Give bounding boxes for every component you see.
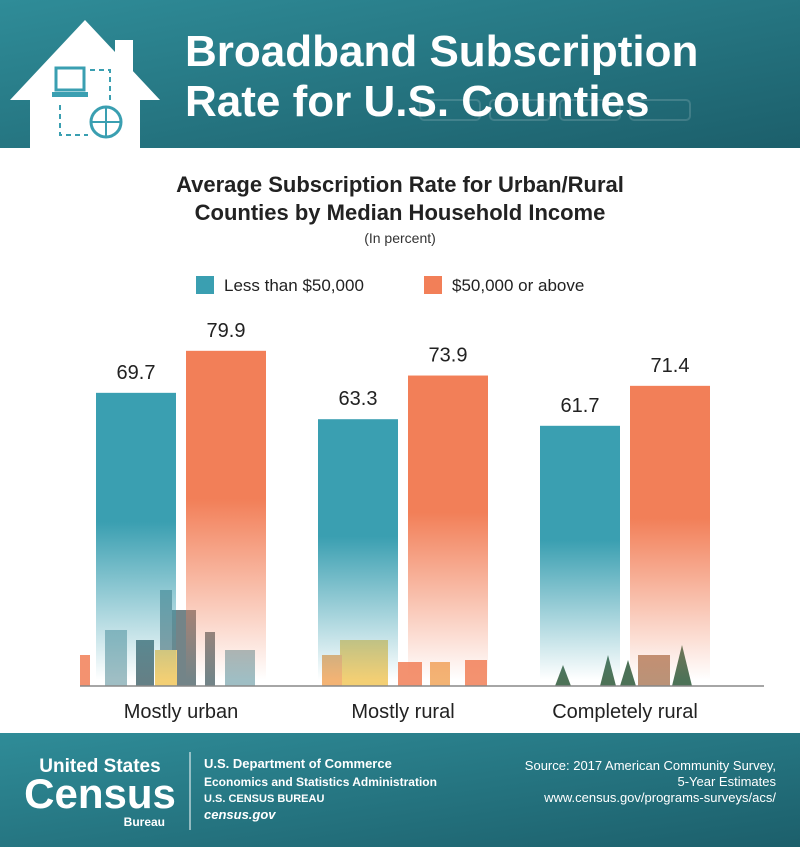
logo-main: Census	[24, 770, 176, 817]
chart-title: Average Subscription Rate for Urban/Rura…	[176, 172, 624, 197]
chart-subtitle: (In percent)	[364, 230, 436, 246]
value-label: 79.9	[207, 320, 246, 342]
logo-top: United States	[39, 756, 160, 777]
bar	[408, 375, 488, 680]
chart-title: Counties by Median Household Income	[195, 200, 606, 225]
source: Source: 2017 American Community Survey,	[525, 758, 776, 773]
header-title: Broadband Subscription	[185, 27, 698, 76]
keyboard-decor	[419, 99, 691, 121]
footer-admin: Economics and Statistics Administration	[204, 775, 437, 789]
bar	[96, 392, 176, 680]
bar	[540, 425, 620, 680]
bar	[186, 350, 266, 680]
header-title: Rate for U.S. Counties	[185, 77, 650, 126]
value-label: 71.4	[651, 355, 690, 377]
value-label: 63.3	[339, 388, 378, 410]
house-icon	[10, 20, 160, 148]
value-label: 73.9	[429, 345, 468, 367]
category-label: Mostly urban	[124, 701, 239, 723]
footer-band	[0, 733, 800, 847]
legend-swatch	[196, 276, 214, 294]
legend-label: $50,000 or above	[452, 276, 584, 295]
legend-label: Less than $50,000	[224, 276, 364, 295]
category-label: Completely rural	[552, 701, 698, 723]
value-label: 69.7	[117, 362, 156, 384]
bar	[318, 419, 398, 680]
legend-swatch	[424, 276, 442, 294]
category-label: Mostly rural	[351, 701, 454, 723]
value-label: 61.7	[561, 395, 600, 417]
source: www.census.gov/programs-surveys/acs/	[543, 790, 776, 805]
source: 5-Year Estimates	[677, 774, 776, 789]
footer-site: census.gov	[204, 807, 276, 822]
footer-bureau: U.S. CENSUS BUREAU	[204, 793, 324, 805]
bar	[630, 385, 710, 680]
logo-bottom: Bureau	[124, 815, 165, 829]
footer-dept: U.S. Department of Commerce	[204, 756, 392, 771]
